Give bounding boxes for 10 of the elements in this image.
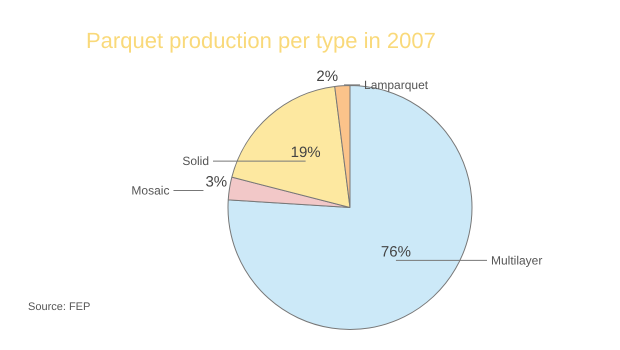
source-note: Source: FEP <box>28 301 90 313</box>
slice-label: Multilayer <box>491 253 542 268</box>
chart-title: Parquet production per type in 2007 <box>86 28 436 53</box>
legend-label: Mosaic <box>131 184 170 198</box>
slice-label: Solid <box>182 154 209 168</box>
data-label: 2% <box>316 68 338 85</box>
data-label: 3% <box>205 174 228 191</box>
slice-label: Lamparquet <box>364 78 429 92</box>
data-label: 76% <box>380 243 411 260</box>
data-label: 19% <box>290 144 321 162</box>
